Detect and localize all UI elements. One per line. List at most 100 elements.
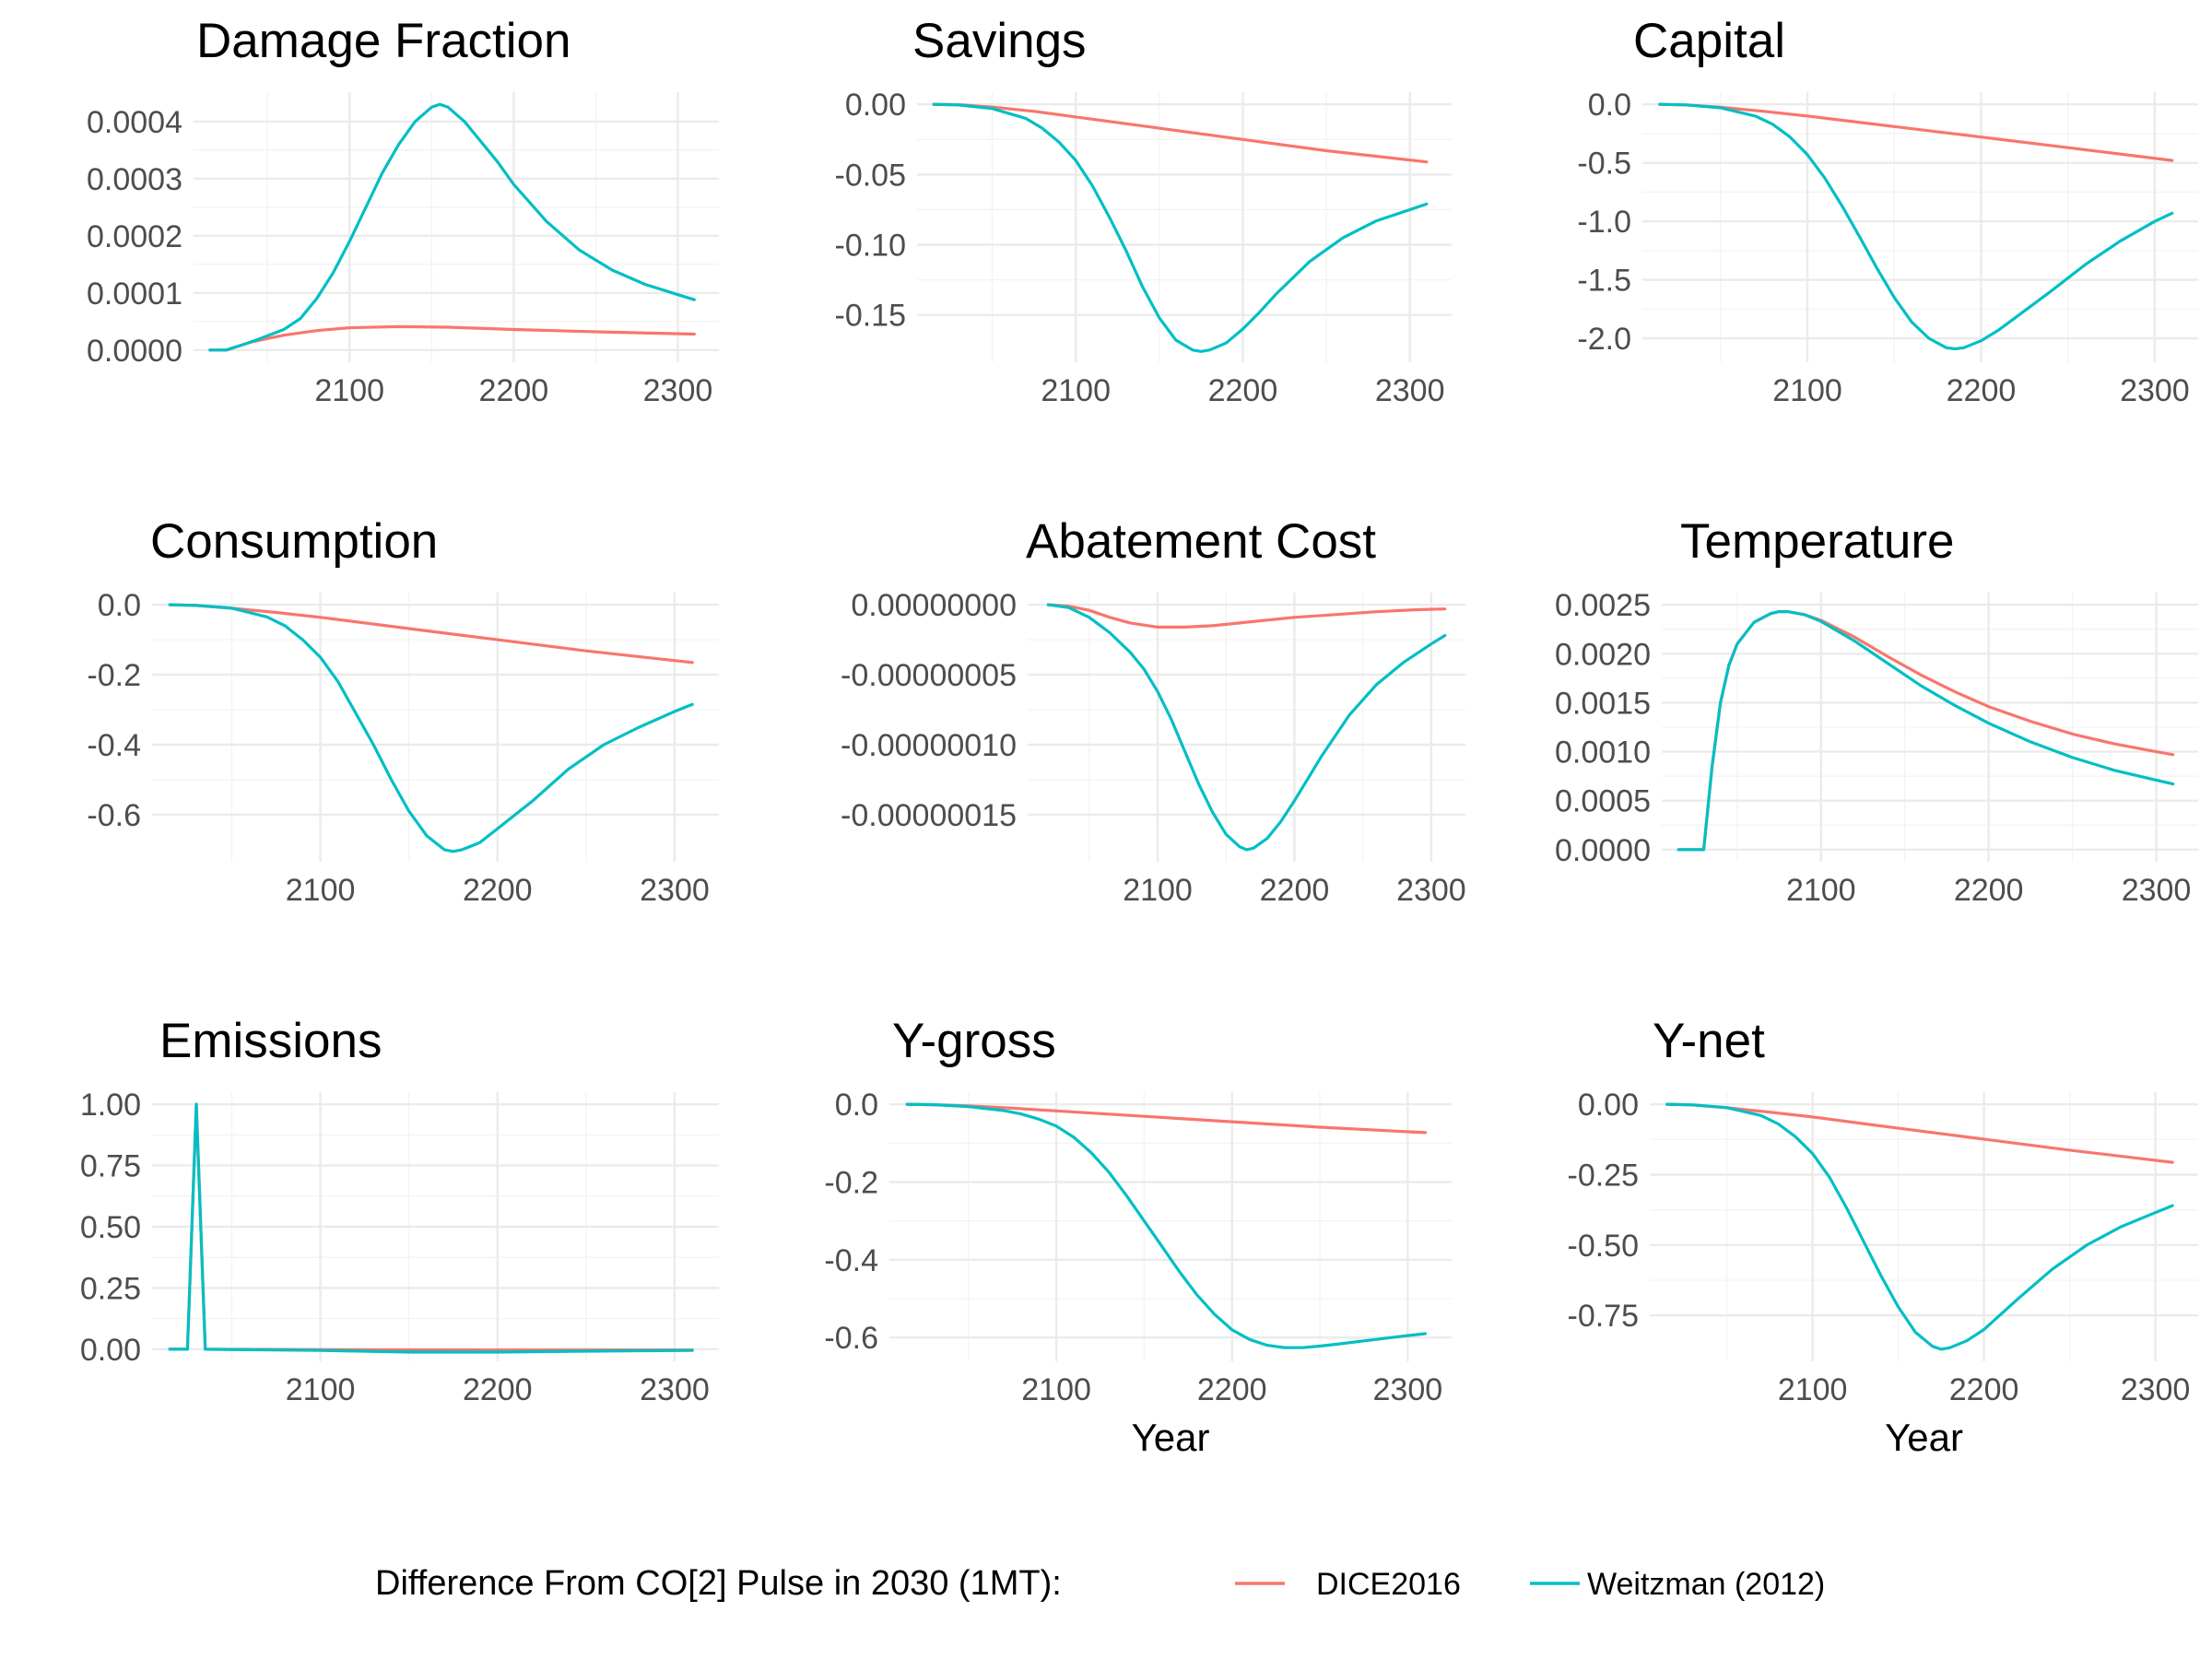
x-tick-label: 2100	[1786, 873, 1856, 908]
panel-temperature: 0.0000 0.0005 0.0010 0.0015 0.0020 0.0025 2100…	[1555, 514, 2198, 908]
y-tick-label: -1.5	[1577, 264, 1631, 299]
series-line-weitzman-2012	[168, 603, 694, 853]
x-tick-label: 2100	[1123, 873, 1193, 908]
panel-title: Abatement Cost	[1026, 514, 1376, 569]
legend-title: Difference From CO[2] Pulse in 2030 (1MT…	[375, 1564, 1062, 1603]
panel-title: Temperature	[1680, 514, 1955, 569]
y-tick-label: -0.5	[1577, 147, 1631, 182]
panel-title: Emissions	[159, 1014, 382, 1068]
panels: 0.0000 0.0001 0.0002 0.0003 0.0004 2100 2200 23…	[80, 14, 2198, 1459]
x-axis-title: Year	[1132, 1416, 1210, 1459]
y-tick-label: 0.0000	[1555, 833, 1651, 868]
series-line-dice2016	[1046, 603, 1447, 629]
y-tick-label: 0.0	[1588, 88, 1631, 123]
series-line-weitzman-2012	[1046, 603, 1447, 852]
y-tick-label: 0.0002	[87, 219, 182, 254]
series-line-weitzman-2012	[905, 1102, 1427, 1349]
panel-title: Y-gross	[892, 1014, 1056, 1068]
series-line-weitzman-2012	[1658, 102, 2174, 351]
panel-title: Y-net	[1653, 1014, 1765, 1068]
x-tick-label: 2300	[643, 373, 713, 408]
y-tick-label: -0.25	[1568, 1158, 1640, 1193]
x-tick-label: 2300	[1375, 373, 1445, 408]
x-tick-label: 2300	[2122, 873, 2192, 908]
y-tick-label: 0.0020	[1555, 637, 1651, 672]
series-line-weitzman-2012	[208, 102, 696, 352]
y-tick-label: 1.00	[80, 1088, 141, 1123]
x-tick-label: 2200	[1954, 873, 2024, 908]
y-tick-label: 0.0000	[87, 334, 182, 369]
y-tick-label: -0.75	[1568, 1299, 1640, 1334]
y-tick-label: -0.6	[87, 798, 141, 833]
y-tick-label: -0.4	[87, 728, 141, 763]
y-tick-label: 0.0010	[1555, 735, 1651, 771]
legend-label-dice2016: DICE2016	[1316, 1567, 1461, 1602]
y-tick-label: 0.50	[80, 1210, 141, 1245]
y-tick-label: 0.00	[80, 1333, 141, 1368]
x-tick-label: 2100	[1021, 1372, 1091, 1407]
panel-damage-fraction: 0.0000 0.0001 0.0002 0.0003 0.0004 2100 2200 23…	[87, 14, 719, 408]
y-tick-label: 0.75	[80, 1149, 141, 1184]
y-tick-label: -0.2	[87, 658, 141, 693]
x-axis-title: Year	[1885, 1416, 1963, 1459]
x-tick-label: 2300	[640, 873, 710, 908]
legend: Difference From CO[2] Pulse in 2030 (1MT…	[375, 1564, 1825, 1603]
y-tick-label: 0.0015	[1555, 686, 1651, 721]
x-tick-label: 2200	[1949, 1372, 2019, 1407]
y-tick-label: -0.4	[824, 1243, 878, 1278]
panel-capital: 0.0 -0.5 -1.0 -1.5 -2.0 2100 2200 2300 Capital	[1577, 14, 2198, 408]
panel-emissions: 0.00 0.25 0.50 0.75 1.00 2100 2200 2300 Emission…	[80, 1014, 719, 1407]
y-tick-label: 0.0	[835, 1088, 878, 1123]
x-tick-label: 2200	[1208, 373, 1278, 408]
x-tick-label: 2100	[286, 1372, 356, 1407]
x-tick-label: 2300	[2120, 373, 2190, 408]
x-tick-label: 2200	[1197, 1372, 1267, 1407]
y-tick-label: 0.00	[1578, 1088, 1639, 1123]
y-tick-label: -0.05	[835, 158, 907, 193]
x-tick-label: 2300	[640, 1372, 710, 1407]
x-tick-label: 2100	[1778, 1372, 1848, 1407]
y-tick-label: 0.00000000	[851, 588, 1017, 623]
x-tick-label: 2200	[1947, 373, 2017, 408]
y-tick-label: 0.0025	[1555, 588, 1651, 623]
series-line-weitzman-2012	[1665, 1102, 2174, 1351]
x-tick-label: 2100	[1772, 373, 1842, 408]
y-tick-label: -1.0	[1577, 205, 1631, 240]
x-tick-label: 2300	[1373, 1372, 1443, 1407]
y-tick-label: 0.0001	[87, 276, 182, 312]
x-tick-label: 2300	[2121, 1372, 2191, 1407]
y-tick-label: 0.0	[98, 588, 141, 623]
y-tick-label: -0.50	[1568, 1229, 1640, 1264]
y-tick-label: -0.00000005	[841, 658, 1017, 693]
y-tick-label: 0.0004	[87, 105, 182, 140]
y-tick-label: -0.00000015	[841, 798, 1017, 833]
series-line-weitzman-2012	[932, 102, 1429, 353]
y-tick-label: 0.0005	[1555, 784, 1651, 819]
panel-title: Damage Fraction	[196, 14, 571, 68]
x-tick-label: 2200	[1260, 873, 1330, 908]
panel-title: Consumption	[150, 514, 438, 569]
legend-label-weitzman: Weitzman (2012)	[1587, 1567, 1825, 1602]
x-tick-label: 2100	[314, 373, 384, 408]
y-tick-label: -0.2	[824, 1165, 878, 1200]
x-tick-label: 2200	[463, 873, 533, 908]
y-tick-label: -2.0	[1577, 322, 1631, 357]
series-line-weitzman-2012	[1677, 610, 2175, 852]
panel-title: Savings	[912, 14, 1087, 68]
x-tick-label: 2100	[286, 873, 356, 908]
panel-y-net: 0.00 -0.25 -0.50 -0.75 2100 2200 2300 Y-net Year	[1568, 1014, 2198, 1459]
y-tick-label: -0.00000010	[841, 728, 1017, 763]
panel-savings: 0.00 -0.05 -0.10 -0.15 2100 2200 2300 Savings	[835, 14, 1452, 408]
x-tick-label: 2300	[1396, 873, 1466, 908]
series-line-weitzman-2012	[168, 1102, 694, 1354]
y-tick-label: 0.00	[845, 88, 906, 123]
y-tick-label: -0.15	[835, 299, 907, 334]
y-tick-label: 0.25	[80, 1271, 141, 1306]
y-tick-label: -0.6	[824, 1321, 878, 1356]
panel-title: Capital	[1633, 14, 1785, 68]
panel-y-gross: 0.0 -0.2 -0.4 -0.6 2100 2200 2300 Y-gross Year	[824, 1014, 1452, 1459]
x-tick-label: 2200	[463, 1372, 533, 1407]
x-tick-label: 2100	[1041, 373, 1111, 408]
